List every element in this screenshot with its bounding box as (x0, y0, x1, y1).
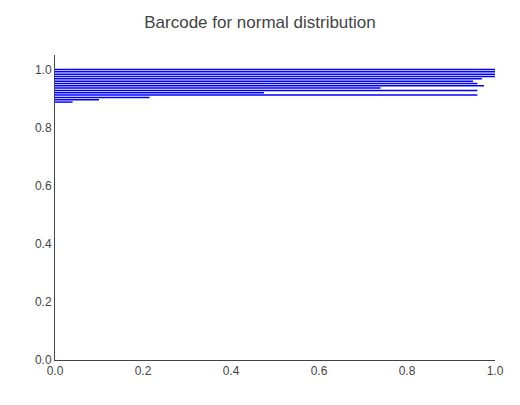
svg-text:0.6: 0.6 (35, 179, 52, 193)
svg-text:Barcode for normal distributio: Barcode for normal distribution (144, 13, 376, 32)
svg-text:0.2: 0.2 (135, 364, 152, 378)
svg-text:1.0: 1.0 (35, 63, 52, 77)
svg-text:1.0: 1.0 (487, 364, 504, 378)
svg-text:0.8: 0.8 (399, 364, 416, 378)
svg-text:0.2: 0.2 (35, 295, 52, 309)
svg-text:0.0: 0.0 (35, 353, 52, 367)
svg-text:0.8: 0.8 (35, 121, 52, 135)
svg-text:0.6: 0.6 (311, 364, 328, 378)
svg-text:0.0: 0.0 (47, 364, 64, 378)
svg-text:0.4: 0.4 (35, 237, 52, 251)
svg-text:0.4: 0.4 (223, 364, 240, 378)
